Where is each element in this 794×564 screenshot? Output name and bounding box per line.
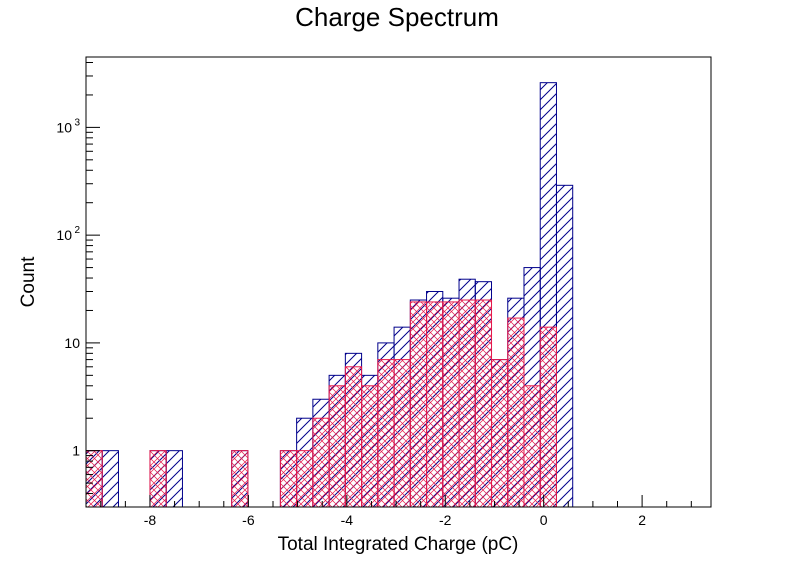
histogram-bar bbox=[507, 317, 525, 508]
histogram-bar bbox=[231, 450, 249, 508]
histogram-bar bbox=[296, 450, 314, 508]
y-tick-exponent: 3 bbox=[74, 117, 80, 128]
series-red-bars bbox=[85, 299, 557, 508]
histogram-bar bbox=[361, 385, 379, 508]
histogram-bar bbox=[328, 385, 346, 508]
histogram-bar bbox=[279, 450, 298, 508]
histogram-bar bbox=[149, 450, 167, 508]
histogram-bar bbox=[491, 359, 509, 508]
x-tick-label: 0 bbox=[540, 512, 548, 528]
histogram-bar bbox=[409, 301, 428, 508]
x-axis: -8 -6 -4 -2 0 2 bbox=[100, 495, 692, 528]
histogram-bar bbox=[165, 450, 183, 508]
x-tick-label: -8 bbox=[144, 512, 157, 528]
y-tick-label: 10 bbox=[56, 119, 72, 135]
y-tick-label: 10 bbox=[64, 335, 80, 351]
x-tick-label: -4 bbox=[341, 512, 354, 528]
histogram-bar bbox=[377, 359, 395, 508]
chart-title: Charge Spectrum bbox=[295, 2, 499, 32]
histogram-bar bbox=[458, 299, 476, 508]
histogram-bar bbox=[85, 450, 103, 508]
x-tick-label: -6 bbox=[242, 512, 255, 528]
y-axis-label: Count bbox=[18, 256, 39, 307]
y-tick-label: 10 bbox=[56, 227, 72, 243]
y-tick-label: 1 bbox=[72, 443, 80, 459]
histogram-bar bbox=[523, 385, 541, 508]
histogram-bar bbox=[312, 417, 330, 508]
histogram-bar bbox=[344, 366, 363, 508]
x-axis-label: Total Integrated Charge (pC) bbox=[278, 534, 519, 555]
histogram-bar bbox=[442, 301, 460, 508]
histogram-bar bbox=[101, 450, 119, 508]
histogram-bar bbox=[393, 359, 411, 508]
x-tick-label: 2 bbox=[638, 512, 646, 528]
histogram-bar bbox=[539, 326, 557, 508]
plot-frame bbox=[85, 56, 712, 508]
histogram-bar bbox=[426, 301, 444, 508]
x-tick-label: -2 bbox=[439, 512, 452, 528]
histogram-bar bbox=[474, 299, 493, 508]
histogram-bar bbox=[555, 184, 574, 508]
y-tick-exponent: 2 bbox=[74, 225, 80, 236]
